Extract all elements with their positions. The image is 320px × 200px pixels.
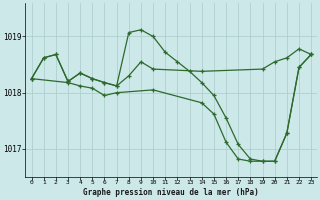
- X-axis label: Graphe pression niveau de la mer (hPa): Graphe pression niveau de la mer (hPa): [84, 188, 259, 197]
